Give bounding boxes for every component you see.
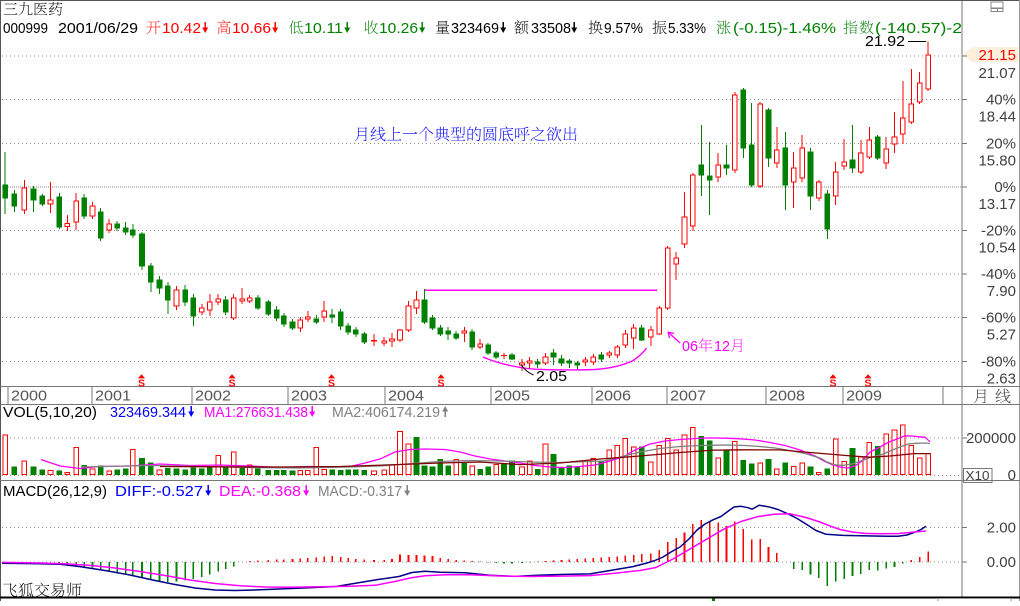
svg-text:2002: 2002 (195, 388, 231, 405)
svg-text:10.42: 10.42 (162, 20, 201, 37)
svg-text:2009: 2009 (846, 388, 882, 405)
svg-text:X10: X10 (966, 468, 990, 483)
svg-text:2001/06/29: 2001/06/29 (58, 20, 138, 37)
svg-text:S: S (138, 378, 145, 390)
svg-text:MACD(26,12,9): MACD(26,12,9) (3, 483, 107, 500)
svg-text:0%: 0% (994, 179, 1016, 196)
svg-text:13.17: 13.17 (978, 196, 1016, 213)
svg-text:21.15: 21.15 (978, 47, 1016, 64)
svg-text:10.26: 10.26 (379, 20, 418, 37)
svg-text:000999: 000999 (3, 20, 48, 37)
svg-text:-40%: -40% (981, 266, 1016, 283)
svg-text:21.07: 21.07 (978, 65, 1016, 82)
svg-text:15.80: 15.80 (978, 152, 1016, 169)
svg-text:9.57%: 9.57% (604, 20, 643, 37)
svg-text:MA2:406174.219: MA2:406174.219 (332, 404, 440, 421)
svg-text:-80%: -80% (981, 353, 1016, 370)
svg-text:2005: 2005 (494, 388, 530, 405)
svg-text:21.92: 21.92 (865, 33, 905, 50)
svg-text:200000: 200000 (966, 430, 1016, 447)
svg-text:0.00: 0.00 (987, 554, 1016, 571)
svg-text:20%: 20% (986, 135, 1016, 152)
svg-text:-20%: -20% (981, 223, 1016, 240)
svg-text:40%: 40% (986, 92, 1016, 109)
svg-text:MA1:276631.438: MA1:276631.438 (204, 404, 308, 421)
svg-text:2006: 2006 (595, 388, 631, 405)
svg-text:18.44: 18.44 (978, 109, 1016, 126)
svg-text:10.11: 10.11 (304, 20, 343, 37)
svg-text:MACD:-0.317: MACD:-0.317 (318, 483, 402, 500)
svg-text:2.63: 2.63 (987, 370, 1016, 387)
svg-text:12: 12 (714, 338, 730, 355)
svg-text:DEA:-0.368: DEA:-0.368 (219, 483, 301, 500)
svg-text:2007: 2007 (670, 388, 706, 405)
svg-text:2008: 2008 (769, 388, 805, 405)
svg-text:5.33%: 5.33% (668, 20, 706, 37)
svg-text:0: 0 (1008, 467, 1016, 484)
svg-text:-60%: -60% (981, 310, 1016, 327)
svg-text:DIFF:-0.527: DIFF:-0.527 (115, 483, 203, 500)
svg-text:2.00: 2.00 (987, 520, 1016, 537)
svg-text:S: S (437, 378, 444, 390)
svg-text:10.54: 10.54 (978, 240, 1016, 257)
svg-text:323469.344: 323469.344 (110, 404, 186, 421)
svg-text:10.66: 10.66 (232, 20, 271, 37)
svg-text:VOL(5,10,20): VOL(5,10,20) (3, 404, 97, 421)
svg-text:2003: 2003 (291, 388, 327, 405)
svg-text:(-140.57)-2: (-140.57)-2 (875, 20, 962, 37)
svg-text:2000: 2000 (11, 388, 47, 405)
svg-text:2001: 2001 (95, 388, 131, 405)
svg-text:7.90: 7.90 (987, 283, 1016, 300)
svg-text:S: S (228, 378, 235, 390)
svg-text:S: S (864, 378, 871, 390)
svg-text:06: 06 (682, 338, 698, 355)
svg-text:S: S (829, 378, 836, 390)
svg-text:(-0.15)-1.46%: (-0.15)-1.46% (733, 20, 836, 37)
svg-text:2.05: 2.05 (536, 368, 567, 385)
svg-text:323469: 323469 (451, 20, 499, 37)
svg-text:S: S (328, 378, 335, 390)
svg-text:2004: 2004 (388, 388, 424, 405)
svg-text:5.27: 5.27 (987, 327, 1016, 344)
svg-text:33508: 33508 (531, 20, 571, 37)
